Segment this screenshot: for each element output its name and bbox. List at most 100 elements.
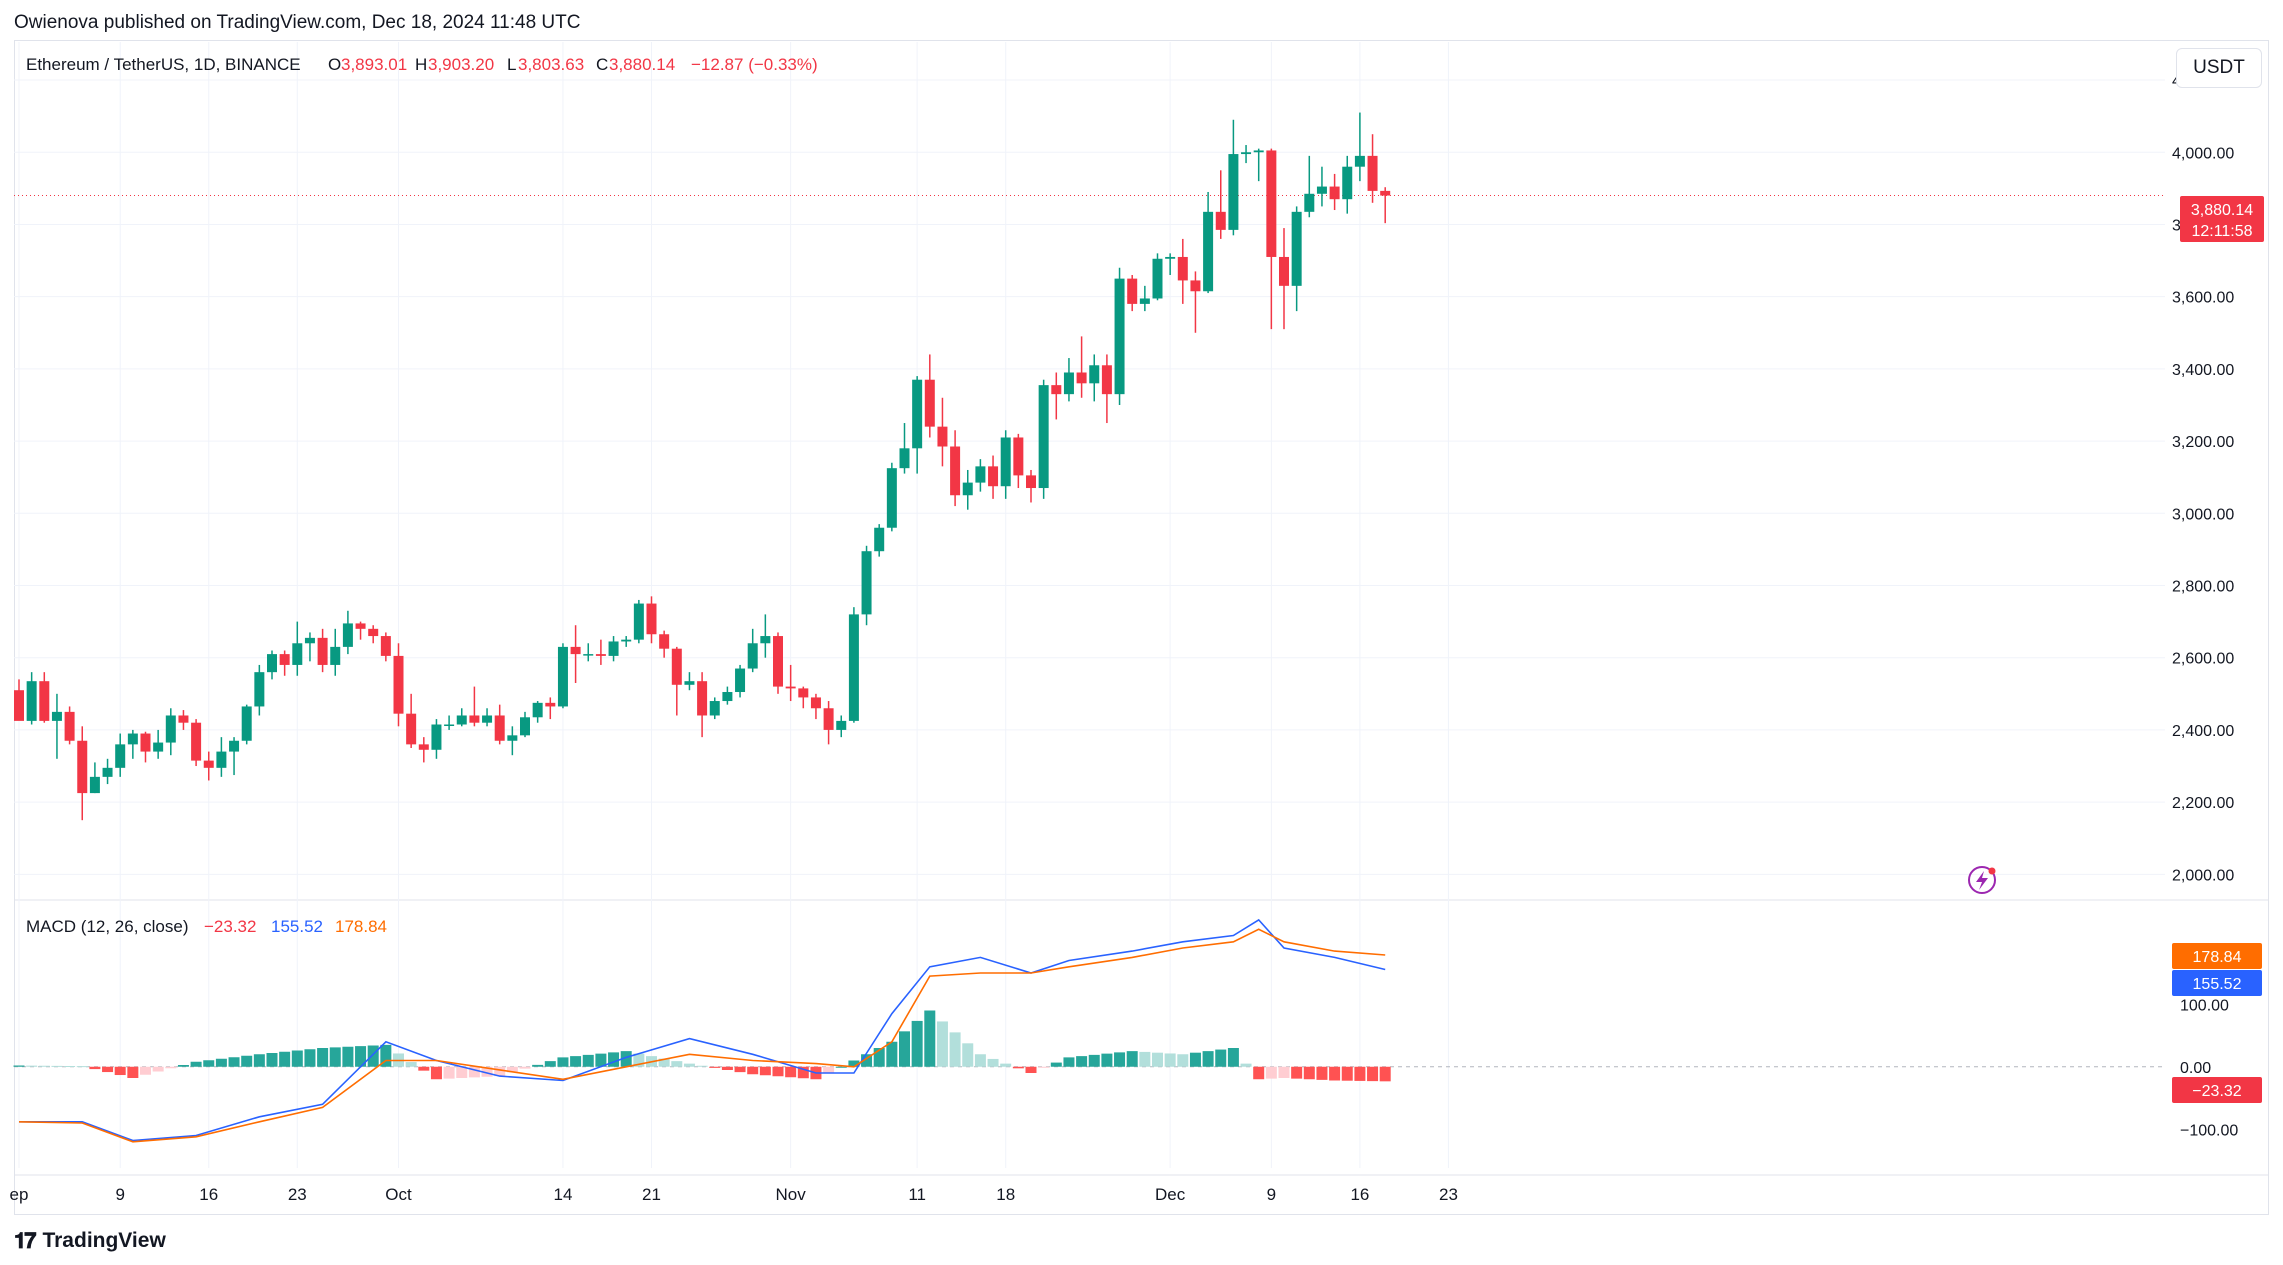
time-tick-label: 14: [553, 1185, 572, 1204]
macd-histogram-bar: [456, 1066, 468, 1078]
time-tick-label: Dec: [1155, 1185, 1186, 1204]
candle-body: [1215, 211, 1226, 230]
macd-histogram-bar: [342, 1046, 354, 1067]
macd-histogram-bar: [506, 1066, 518, 1073]
candle-body: [127, 733, 138, 745]
macd-histogram-bar: [936, 1021, 948, 1067]
candle-body: [1038, 385, 1049, 489]
macd-histogram-bar: [974, 1054, 986, 1067]
candle-body: [444, 724, 455, 727]
macd-histogram-bar: [519, 1066, 531, 1069]
candle-body: [229, 740, 240, 752]
macd-histogram-bar: [1379, 1066, 1391, 1082]
candle-body: [1076, 372, 1087, 384]
price-tick-label: 2,000.00: [2172, 867, 2234, 884]
signal-value-text: 178.84: [2193, 949, 2242, 966]
macd-histogram-bar: [899, 1031, 910, 1067]
last-price-text: 3,880.14: [2191, 202, 2253, 219]
macd-histogram-bar: [329, 1047, 341, 1067]
candle-body: [1253, 150, 1264, 153]
macd-histogram-bar: [165, 1066, 177, 1069]
candle-body: [39, 681, 50, 721]
candle-body: [1329, 186, 1340, 200]
macd-line: [19, 918, 1386, 1142]
candle-body: [962, 482, 973, 496]
tradingview-logo[interactable]: 𝟏𝟕 TradingView: [14, 1228, 166, 1254]
macd-histogram-bar: [190, 1061, 202, 1067]
hist-value-text: −23.32: [2192, 1083, 2241, 1100]
candle-body: [1241, 152, 1252, 155]
candle-body: [89, 776, 100, 794]
candle-body: [191, 722, 202, 761]
price-tick-label: 2,800.00: [2172, 579, 2234, 596]
macd-histogram-bar: [1341, 1066, 1353, 1081]
price-tick-label: 2,600.00: [2172, 651, 2234, 668]
time-tick-label: 16: [199, 1185, 218, 1204]
candle-body: [583, 654, 594, 656]
candle-body: [1279, 256, 1289, 286]
macd-histogram-bar: [1076, 1056, 1088, 1067]
candle-body: [886, 468, 897, 528]
macd-histogram-bar: [228, 1057, 240, 1067]
macd-histogram-bar: [1189, 1052, 1201, 1067]
macd-histogram-bar: [835, 1066, 847, 1068]
close-label: C: [596, 55, 608, 74]
macd-histogram-bar: [279, 1051, 291, 1067]
macd-histogram-bar: [721, 1066, 733, 1070]
signal-value-badge: [2172, 943, 2262, 969]
macd-histogram-bar: [658, 1058, 670, 1067]
open-value: 3,893.01: [341, 55, 407, 74]
candle-body: [912, 379, 923, 449]
candle-body: [545, 702, 556, 707]
price-tick-label: 3,400.00: [2172, 362, 2234, 379]
macd-histogram-bar: [481, 1066, 493, 1077]
macd-histogram-bar: [26, 1065, 38, 1067]
macd-tick-label: −100.00: [2180, 1122, 2238, 1139]
macd-value-text: 155.52: [2193, 976, 2242, 993]
macd-histogram-bar: [633, 1053, 645, 1067]
chart-frame: [14, 40, 2269, 1215]
macd-histogram-bar: [1012, 1066, 1024, 1069]
macd-histogram-bar: [1354, 1066, 1366, 1081]
price-tick-label: 3,000.00: [2172, 506, 2234, 523]
macd-legend-title[interactable]: MACD (12, 26, close): [26, 917, 189, 936]
close-value: 3,880.14: [609, 55, 675, 74]
macd-histogram-bar: [747, 1066, 759, 1075]
macd-histogram-bar: [152, 1066, 164, 1072]
time-tick-label: Nov: [776, 1185, 807, 1204]
candle-body: [836, 720, 847, 730]
candle-body: [988, 466, 999, 487]
macd-histogram-bar: [468, 1066, 480, 1078]
price-tick-label: 3,200.00: [2172, 434, 2234, 451]
macd-histogram-bar: [215, 1058, 227, 1067]
macd-histogram-bar: [1316, 1066, 1328, 1080]
low-value: 3,803.63: [518, 55, 584, 74]
symbol-legend[interactable]: Ethereum / TetherUS, 1D, BINANCE: [26, 55, 301, 74]
time-tick-label: 11: [908, 1185, 926, 1204]
candle-body: [671, 648, 682, 685]
candle-body: [1342, 166, 1353, 200]
lightning-icon[interactable]: [1968, 866, 1996, 894]
candle-body: [203, 760, 214, 768]
macd-histogram-bar: [1253, 1066, 1265, 1080]
candle-body: [621, 639, 632, 642]
macd-histogram-bar: [380, 1044, 392, 1067]
macd-histogram-bar: [51, 1065, 63, 1067]
time-tick-label: 16: [1350, 1185, 1369, 1204]
candle-body: [785, 686, 796, 689]
currency-button[interactable]: USDT: [2176, 48, 2262, 88]
macd-histogram-bar: [1000, 1063, 1012, 1067]
price-tick-label: 2,200.00: [2172, 795, 2234, 812]
candle-body: [1127, 278, 1138, 304]
macd-histogram-bar: [861, 1054, 873, 1067]
candle-body: [254, 672, 265, 707]
grid-lines: [14, 42, 2268, 1176]
candle-body: [1190, 280, 1201, 292]
macd-axis: −100.00 0.00 100.00: [2180, 997, 2238, 1139]
macd-histogram-bar: [962, 1043, 974, 1067]
candle-body: [1380, 190, 1391, 196]
open-label: O: [328, 55, 341, 74]
macd-histogram-bar: [430, 1066, 442, 1080]
time-tick-label: 9: [1267, 1185, 1276, 1204]
